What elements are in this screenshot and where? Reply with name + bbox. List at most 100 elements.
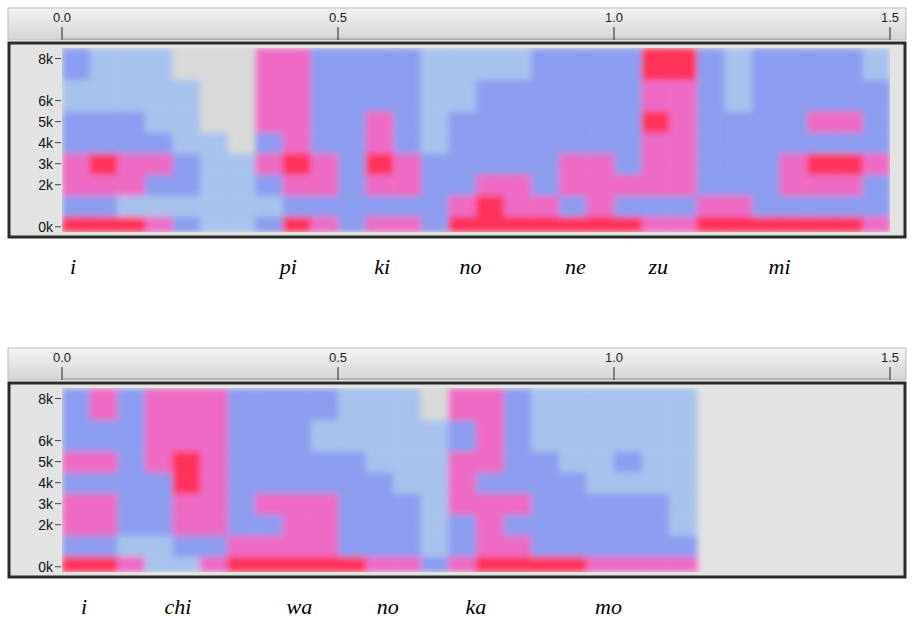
spectrogram-cell	[476, 195, 504, 217]
spectrogram-cell	[504, 80, 532, 112]
spectrogram-cell	[393, 472, 421, 494]
spectrogram-cell	[90, 195, 118, 217]
spectrogram-cell	[62, 493, 90, 515]
spectrogram-cell	[310, 195, 338, 217]
spectrogram-cell	[586, 216, 614, 232]
spectrogram-cell	[62, 80, 90, 112]
spectrogram-cell	[338, 111, 366, 133]
figure: 0.00.51.01.50k2k3k4k5k6k8kipikinonezumi0…	[0, 0, 914, 622]
spectrogram-cell	[614, 216, 642, 232]
spectrogram-cell	[614, 472, 642, 494]
spectrogram-cell	[310, 556, 338, 572]
spectrogram-cell	[310, 132, 338, 154]
syllable-label: ne	[565, 254, 586, 279]
spectrogram-cell	[393, 388, 421, 420]
spectrogram-cell	[90, 451, 118, 473]
spectrogram-cell	[835, 48, 863, 80]
spectrogram-cell	[642, 514, 670, 536]
spectrogram-cell	[476, 514, 504, 536]
spectrogram-cell	[807, 174, 835, 196]
spectrogram-cell	[669, 132, 697, 154]
spectrogram-cell	[90, 216, 118, 232]
spectrogram-cell	[862, 132, 890, 154]
spectrogram-cell	[586, 195, 614, 217]
spectrogram-cell	[117, 420, 145, 452]
spectrogram-cell	[614, 80, 642, 112]
spectrogram-cell	[255, 111, 283, 133]
spectrogram-cell	[200, 420, 228, 452]
cells	[62, 48, 890, 232]
spectrogram-cell	[145, 216, 173, 232]
spectrogram-cell	[614, 111, 642, 133]
spectrogram-cell	[807, 48, 835, 80]
syllable-label: ki	[374, 254, 390, 279]
spectrogram-cell	[283, 216, 311, 232]
spectrogram-cell	[338, 556, 366, 572]
spectrogram-cell	[366, 132, 394, 154]
spectrogram-cell	[338, 388, 366, 420]
spectrogram-cell	[669, 195, 697, 217]
spectrogram-cell	[780, 132, 808, 154]
spectrogram-cell	[504, 556, 532, 572]
spectrogram-cell	[586, 514, 614, 536]
spectrogram-cell	[200, 132, 228, 154]
spectrogram-cell	[504, 514, 532, 536]
spectrogram-cell	[614, 420, 642, 452]
spectrogram-cell	[90, 153, 118, 175]
spectrogram-cell	[283, 48, 311, 80]
spectrogram-cell	[283, 451, 311, 473]
spectrogram-cell	[614, 48, 642, 80]
spectrogram-cell	[807, 216, 835, 232]
time-ruler	[8, 8, 906, 40]
y-tick	[55, 503, 61, 504]
spectrogram-cell	[559, 388, 587, 420]
spectrogram-cell	[531, 420, 559, 452]
spectrogram-cell	[145, 48, 173, 80]
spectrogram-cell	[393, 556, 421, 572]
spectrogram-cell	[393, 132, 421, 154]
x-tick-label: 1.0	[605, 10, 623, 25]
y-tick	[55, 163, 61, 164]
spectrogram-cell	[338, 216, 366, 232]
y-tick-label: 8k	[38, 391, 54, 407]
spectrogram-cell	[228, 153, 256, 175]
spectrogram-cell	[504, 174, 532, 196]
spectrogram-cell	[366, 216, 394, 232]
spectrogram-cell	[642, 174, 670, 196]
spectrogram-cell	[448, 80, 476, 112]
spectrogram-cell	[62, 216, 90, 232]
spectrogram-cell	[90, 132, 118, 154]
spectrogram-cell	[145, 472, 173, 494]
spectrogram-cell	[172, 535, 200, 557]
spectrogram-cell	[531, 388, 559, 420]
spectrogram-cell	[393, 195, 421, 217]
spectrogram-cell	[586, 472, 614, 494]
spectrogram-cell	[476, 451, 504, 473]
spectrogram-cell	[862, 80, 890, 112]
spectrogram-cell	[366, 535, 394, 557]
spectrogram-cell	[780, 174, 808, 196]
y-tick-label: 0k	[38, 559, 54, 575]
spectrogram-cell	[228, 132, 256, 154]
spectrogram-cell	[586, 388, 614, 420]
spectrogram-cell	[697, 111, 725, 133]
spectrogram-cell	[200, 556, 228, 572]
spectrogram-cell	[228, 80, 256, 112]
syllable-label: mi	[769, 254, 791, 279]
spectrogram-cell	[724, 216, 752, 232]
spectrogram-cell	[172, 556, 200, 572]
spectrogram-cell	[614, 174, 642, 196]
spectrogram-cell	[448, 493, 476, 515]
spectrogram-cell	[531, 556, 559, 572]
spectrogram-cell	[586, 174, 614, 196]
spectrogram-cell	[669, 174, 697, 196]
spectrogram-cell	[172, 420, 200, 452]
spectrogram-cell	[504, 153, 532, 175]
x-tick-label: 0.5	[329, 10, 347, 25]
spectrogram-cell	[200, 195, 228, 217]
spectrogram-cell	[366, 174, 394, 196]
spectrogram-cell	[283, 514, 311, 536]
spectrogram-cell	[172, 216, 200, 232]
spectrogram-cell	[448, 556, 476, 572]
y-tick	[55, 121, 61, 122]
